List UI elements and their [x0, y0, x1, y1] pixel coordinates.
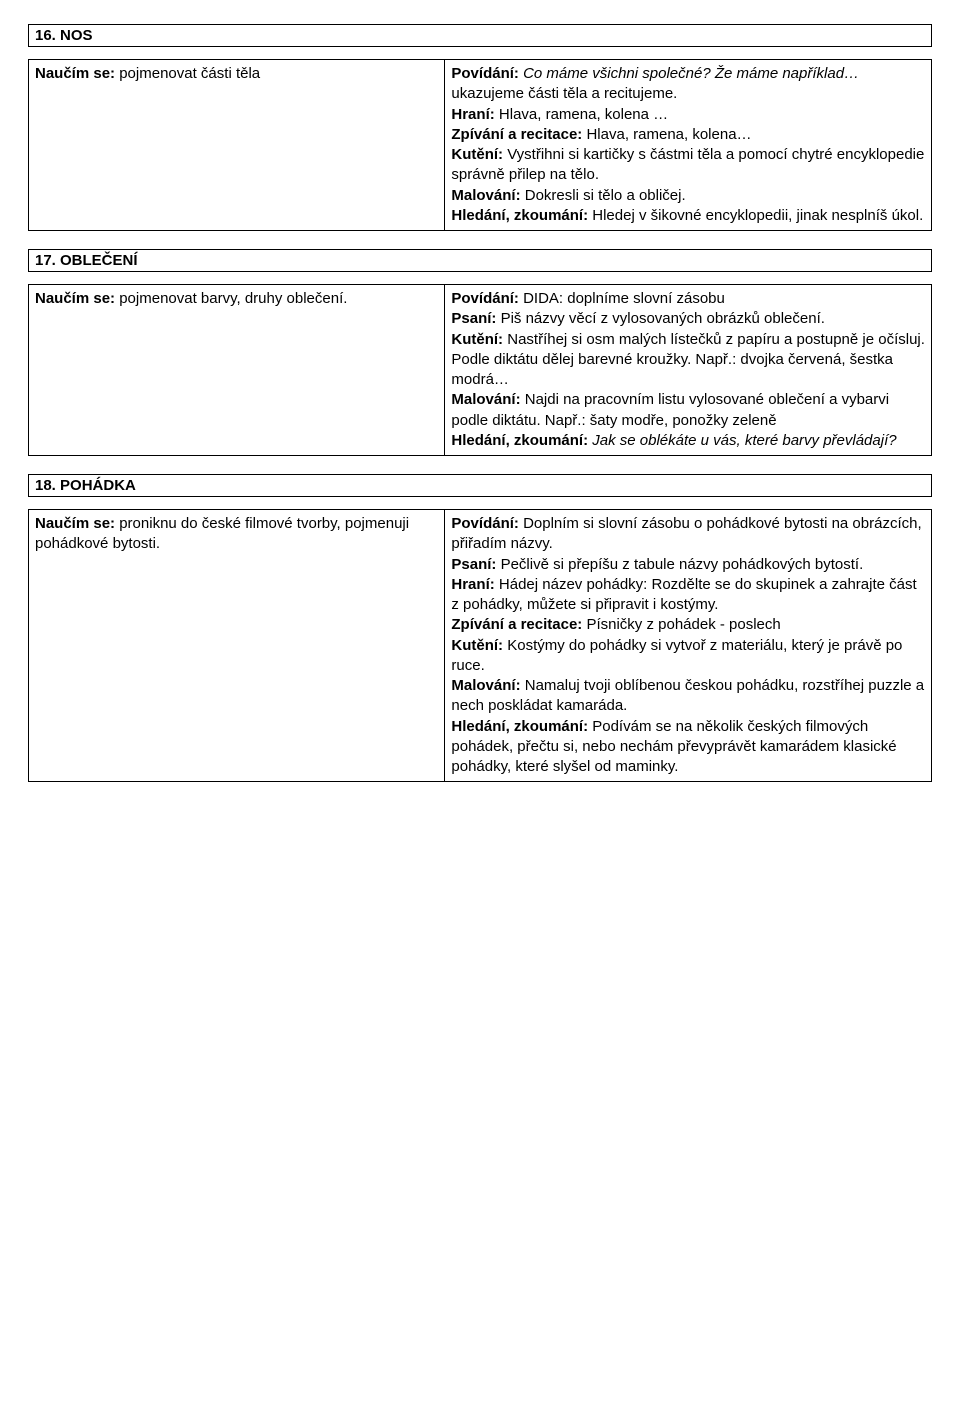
naucim-label: Naučím se: — [35, 65, 115, 82]
hledani-label: Hledání, zkoumání: — [451, 207, 588, 224]
section-17-table: Naučím se: pojmenovat barvy, druhy obleč… — [28, 284, 932, 456]
hledani-text: Hledej v šikovné encyklopedii, jinak nes… — [588, 207, 923, 224]
povidani-text2: ukazujeme části těla a recitujeme. — [451, 85, 677, 102]
section-16-title: 16. NOS — [28, 24, 932, 47]
povidani-label: Povídání: — [451, 290, 519, 307]
malovani-label: Malování: — [451, 187, 520, 204]
section-17-title: 17. OBLEČENÍ — [28, 249, 932, 272]
psani-label: Psaní: — [451, 310, 496, 327]
hrani-text: Hádej název pohádky: Rozdělte se do skup… — [451, 576, 916, 613]
zpivani-text: Písničky z pohádek - poslech — [582, 616, 780, 633]
povidani-label: Povídání: — [451, 515, 519, 532]
s18-left-cell: Naučím se: proniknu do české filmové tvo… — [29, 510, 445, 782]
povidani-text: Doplním si slovní zásobu o pohádkové byt… — [451, 515, 921, 552]
hledani-label: Hledání, zkoumání: — [451, 432, 588, 449]
zpivani-label: Zpívání a recitace: — [451, 616, 582, 633]
s18-right-cell: Povídání: Doplním si slovní zásobu o poh… — [445, 510, 932, 782]
malovani-label: Malování: — [451, 677, 520, 694]
kuteni-text: Vystřihni si kartičky s částmi těla a po… — [451, 146, 924, 183]
povidani-label: Povídání: — [451, 65, 519, 82]
zpivani-text: Hlava, ramena, kolena… — [582, 126, 751, 143]
s16-left-cell: Naučím se: pojmenovat části těla — [29, 60, 445, 231]
psani-text: Piš názvy věcí z vylosovaných obrázků ob… — [496, 310, 825, 327]
malovani-text: Namaluj tvoji oblíbenou českou pohádku, … — [451, 677, 924, 714]
zpivani-label: Zpívání a recitace: — [451, 126, 582, 143]
povidani-text-italic: Co máme všichni společné? Že máme napřík… — [519, 65, 859, 82]
hledani-text-italic: Jak se oblékáte u vás, které barvy převl… — [588, 432, 897, 449]
povidani-text: DIDA: doplníme slovní zásobu — [519, 290, 725, 307]
malovani-text: Dokresli si tělo a obličej. — [521, 187, 686, 204]
naucim-label: Naučím se: — [35, 290, 115, 307]
naucim-text: pojmenovat části těla — [115, 65, 260, 82]
psani-text: Pečlivě si přepíšu z tabule názvy pohádk… — [496, 556, 863, 573]
s17-right-cell: Povídání: DIDA: doplníme slovní zásobu P… — [445, 285, 932, 456]
kuteni-text: Kostýmy do pohádky si vytvoř z materiálu… — [451, 637, 902, 674]
hrani-label: Hraní: — [451, 576, 494, 593]
hrani-text: Hlava, ramena, kolena … — [495, 106, 668, 123]
hrani-label: Hraní: — [451, 106, 494, 123]
s17-left-cell: Naučím se: pojmenovat barvy, druhy obleč… — [29, 285, 445, 456]
section-18-table: Naučím se: proniknu do české filmové tvo… — [28, 509, 932, 782]
naucim-label: Naučím se: — [35, 515, 115, 532]
psani-label: Psaní: — [451, 556, 496, 573]
malovani-label: Malování: — [451, 391, 520, 408]
section-16-table: Naučím se: pojmenovat části těla Povídán… — [28, 59, 932, 231]
naucim-text: pojmenovat barvy, druhy oblečení. — [115, 290, 347, 307]
kuteni-text: Nastříhej si osm malých lístečků z papír… — [451, 331, 925, 389]
s16-right-cell: Povídání: Co máme všichni společné? Že m… — [445, 60, 932, 231]
kuteni-label: Kutění: — [451, 637, 503, 654]
kuteni-label: Kutění: — [451, 331, 503, 348]
hledani-label: Hledání, zkoumání: — [451, 718, 588, 735]
section-18-title: 18. POHÁDKA — [28, 474, 932, 497]
kuteni-label: Kutění: — [451, 146, 503, 163]
